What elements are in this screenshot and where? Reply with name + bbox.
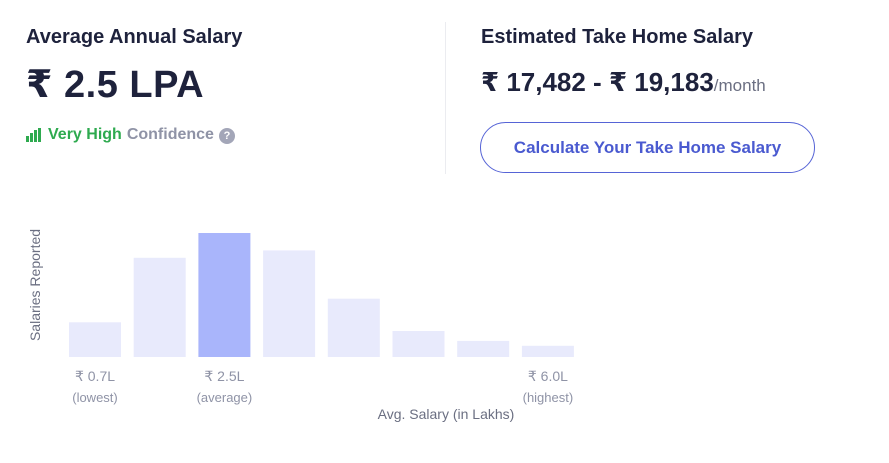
- tick-label: ₹ 2.5L: [204, 368, 244, 384]
- takehome-title: Estimated Take Home Salary: [481, 26, 753, 48]
- confidence-level: Very High: [48, 126, 122, 143]
- average-salary-value: ₹ 2.5 LPA: [26, 64, 205, 106]
- signal-bars-icon: [26, 128, 42, 142]
- confidence-label: Confidence: [126, 126, 214, 143]
- section-divider: [445, 22, 446, 174]
- average-salary-section: Average Annual Salary: [26, 24, 242, 50]
- bar: [521, 345, 574, 357]
- salary-distribution-chart: Salaries Reported ₹ 0.7L (lowest) ₹ 2.5L (a…: [0, 200, 620, 463]
- y-axis-label: Salaries Reported: [27, 229, 43, 341]
- tick-sublabel: (highest): [523, 390, 574, 405]
- bar: [133, 257, 186, 357]
- takehome-value-row: ₹ 17,482 - ₹ 19,183/month: [481, 66, 766, 102]
- x-axis-label: Avg. Salary (in Lakhs): [378, 406, 515, 422]
- ticks-group: ₹ 0.7L (lowest) ₹ 2.5L (average) ₹ 6.0L (high…: [72, 368, 573, 405]
- tick-sublabel: (average): [197, 390, 253, 405]
- tick-label: ₹ 0.7L: [75, 368, 115, 384]
- takehome-section: Estimated Take Home Salary: [481, 24, 753, 50]
- confidence-indicator: Very High Confidence ?: [26, 125, 235, 145]
- takehome-value: ₹ 17,482 - ₹ 19,183: [481, 67, 714, 97]
- takehome-unit: /month: [713, 76, 766, 95]
- help-icon[interactable]: ?: [218, 128, 235, 144]
- average-salary-title: Average Annual Salary: [26, 26, 243, 48]
- bar: [69, 322, 121, 357]
- tick-sublabel: (lowest): [72, 390, 118, 405]
- bar: [392, 331, 445, 357]
- bar: [457, 340, 510, 357]
- bar-average: [198, 233, 251, 357]
- bars-group: [69, 233, 574, 357]
- chart-svg: Salaries Reported ₹ 0.7L (lowest) ₹ 2.5L (a…: [27, 229, 574, 422]
- calculate-takehome-button[interactable]: Calculate Your Take Home Salary: [480, 122, 815, 173]
- tick-label: ₹ 6.0L: [528, 368, 568, 384]
- bar: [327, 298, 380, 357]
- bar: [263, 250, 316, 357]
